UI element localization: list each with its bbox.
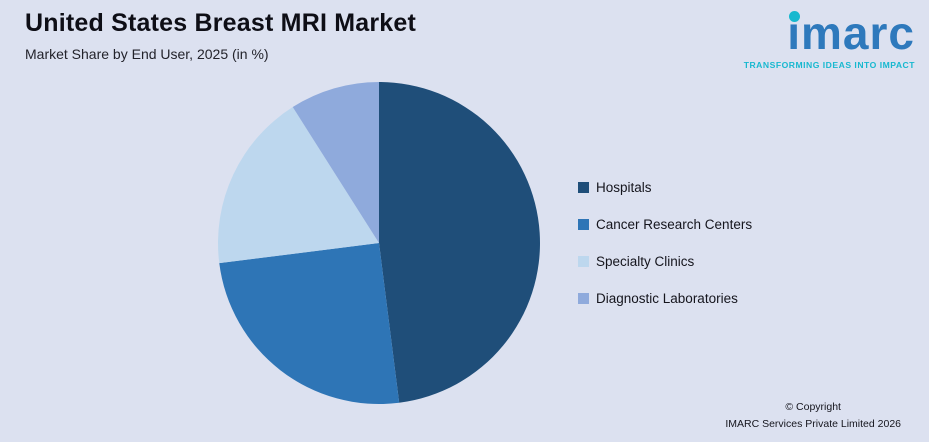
- copyright-line1: © Copyright: [785, 401, 841, 414]
- pie-chart: [216, 80, 542, 406]
- copyright-line2: IMARC Services Private Limited 2026: [725, 417, 901, 430]
- legend-item-hospitals: Hospitals: [578, 180, 752, 195]
- pie-slice-cancer-research-centers: [219, 243, 400, 404]
- legend-swatch-icon: [578, 182, 589, 193]
- legend-item-specialty-clinics: Specialty Clinics: [578, 254, 752, 269]
- pie-slice-hospitals: [379, 82, 540, 403]
- pie-chart-svg: [217, 82, 540, 404]
- legend-swatch-icon: [578, 219, 589, 230]
- page-title: United States Breast MRI Market: [25, 9, 417, 37]
- legend-item-cancer-research-centers: Cancer Research Centers: [578, 217, 752, 232]
- legend-label: Hospitals: [596, 180, 652, 195]
- imarc-logo: ımarc TRANSFORMING IDEAS INTO IMPACT: [744, 10, 915, 70]
- legend-swatch-icon: [578, 293, 589, 304]
- pie-slice-specialty-clinics: [217, 107, 379, 264]
- logo-word-text: ımarc: [787, 7, 915, 59]
- bottom-strip: [0, 442, 929, 448]
- legend-label: Diagnostic Laboratories: [596, 291, 738, 306]
- logo-dot-icon: [789, 11, 801, 22]
- legend-label: Specialty Clinics: [596, 254, 695, 269]
- page-subtitle: Market Share by End User, 2025 (in %): [25, 46, 269, 62]
- logo-tagline: TRANSFORMING IDEAS INTO IMPACT: [743, 60, 915, 70]
- pie-slice-diagnostic-laboratories: [292, 82, 379, 243]
- legend-label: Cancer Research Centers: [596, 217, 753, 232]
- legend-item-diagnostic-laboratories: Diagnostic Laboratories: [578, 291, 752, 306]
- logo-text: ımarc: [787, 10, 915, 56]
- legend-swatch-icon: [578, 256, 589, 267]
- header: United States Breast MRI Market Market S…: [25, 9, 416, 62]
- legend: Hospitals Cancer Research Centers Specialt…: [578, 180, 752, 306]
- copyright: © Copyright IMARC Services Private Limit…: [725, 399, 901, 432]
